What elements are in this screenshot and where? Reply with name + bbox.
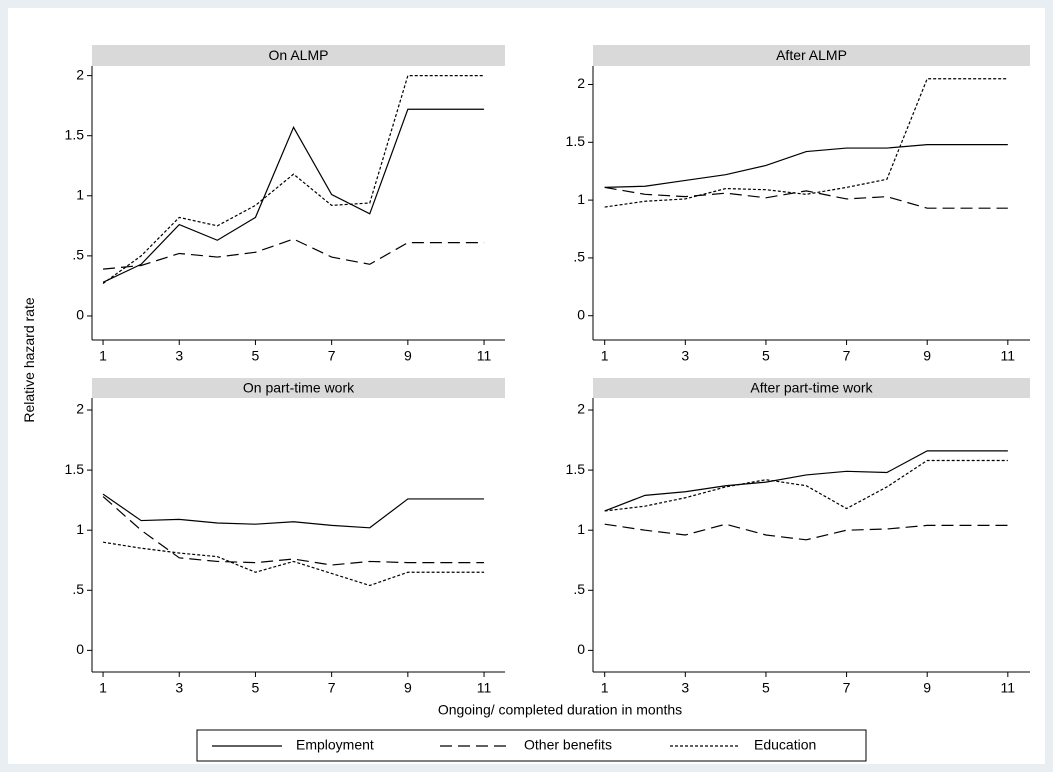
panel-title: After part-time work — [750, 380, 873, 396]
series-line — [102, 541, 485, 587]
legend — [196, 729, 867, 762]
x-tick-label: 9 — [923, 348, 931, 364]
y-tick-label: 2 — [76, 401, 84, 417]
y-tick-label: 2 — [76, 66, 84, 82]
series-line — [102, 493, 485, 529]
legend-label: Education — [754, 737, 816, 753]
x-tick-label: 7 — [843, 680, 851, 696]
x-tick-label: 7 — [843, 348, 851, 364]
series-line — [604, 523, 1008, 541]
x-tick-label: 9 — [923, 680, 931, 696]
y-tick-label: .5 — [72, 581, 84, 597]
y-tick-label: 1.5 — [566, 461, 586, 477]
y-tick-label: 1 — [577, 521, 585, 537]
x-tick-label: 3 — [681, 348, 689, 364]
series-line — [102, 75, 485, 285]
series-line — [102, 108, 485, 283]
x-axis-label: Ongoing/ completed duration in months — [438, 702, 682, 718]
legend-label: Other benefits — [524, 737, 612, 753]
y-tick-label: 1.5 — [566, 133, 586, 149]
y-tick-label: 1 — [76, 186, 84, 202]
panel-header — [92, 378, 505, 398]
x-tick-label: 9 — [404, 680, 412, 696]
panel-header — [593, 378, 1030, 398]
series-line — [604, 78, 1008, 208]
series-line — [604, 186, 1008, 209]
x-tick-label: 11 — [477, 348, 492, 364]
x-tick-label: 5 — [252, 348, 260, 364]
y-tick-label: 1.5 — [65, 126, 85, 142]
y-tick-label: 0 — [76, 307, 84, 323]
x-tick-label: 3 — [175, 680, 183, 696]
x-tick-label: 1 — [601, 680, 609, 696]
y-tick-label: .5 — [573, 249, 585, 265]
x-tick-label: 11 — [1001, 680, 1016, 696]
y-tick-label: 0 — [76, 641, 84, 657]
x-tick-label: 5 — [762, 680, 770, 696]
x-tick-label: 9 — [404, 348, 412, 364]
y-tick-label: 1 — [577, 191, 585, 207]
x-tick-label: 5 — [252, 680, 260, 696]
panel-header — [92, 45, 505, 66]
y-tick-label: .5 — [573, 581, 585, 597]
y-tick-label: 1 — [76, 521, 84, 537]
series-line — [604, 459, 1008, 512]
x-tick-label: 1 — [601, 348, 609, 364]
legend-label: Employment — [296, 737, 374, 753]
panel-title: On part-time work — [243, 380, 355, 396]
x-tick-label: 1 — [99, 680, 107, 696]
x-tick-label: 7 — [328, 680, 336, 696]
x-tick-label: 11 — [1001, 348, 1016, 364]
x-tick-label: 3 — [681, 680, 689, 696]
x-tick-label: 7 — [328, 348, 336, 364]
y-tick-label: 0 — [577, 641, 585, 657]
series-line — [604, 450, 1008, 512]
panel-header — [593, 45, 1030, 66]
y-tick-label: 2 — [577, 401, 585, 417]
x-tick-label: 5 — [762, 348, 770, 364]
y-axis-label: Relative hazard rate — [21, 297, 37, 423]
y-tick-label: 1.5 — [65, 461, 85, 477]
panel-title: After ALMP — [776, 47, 847, 63]
x-tick-label: 3 — [175, 348, 183, 364]
series-line — [604, 144, 1008, 188]
panel-title: On ALMP — [269, 47, 329, 63]
x-tick-label: 1 — [99, 348, 107, 364]
series-line — [102, 496, 485, 566]
y-tick-label: .5 — [72, 247, 84, 263]
y-tick-label: 2 — [577, 75, 585, 91]
x-tick-label: 11 — [477, 680, 492, 696]
y-tick-label: 0 — [577, 306, 585, 322]
series-line — [102, 238, 485, 270]
